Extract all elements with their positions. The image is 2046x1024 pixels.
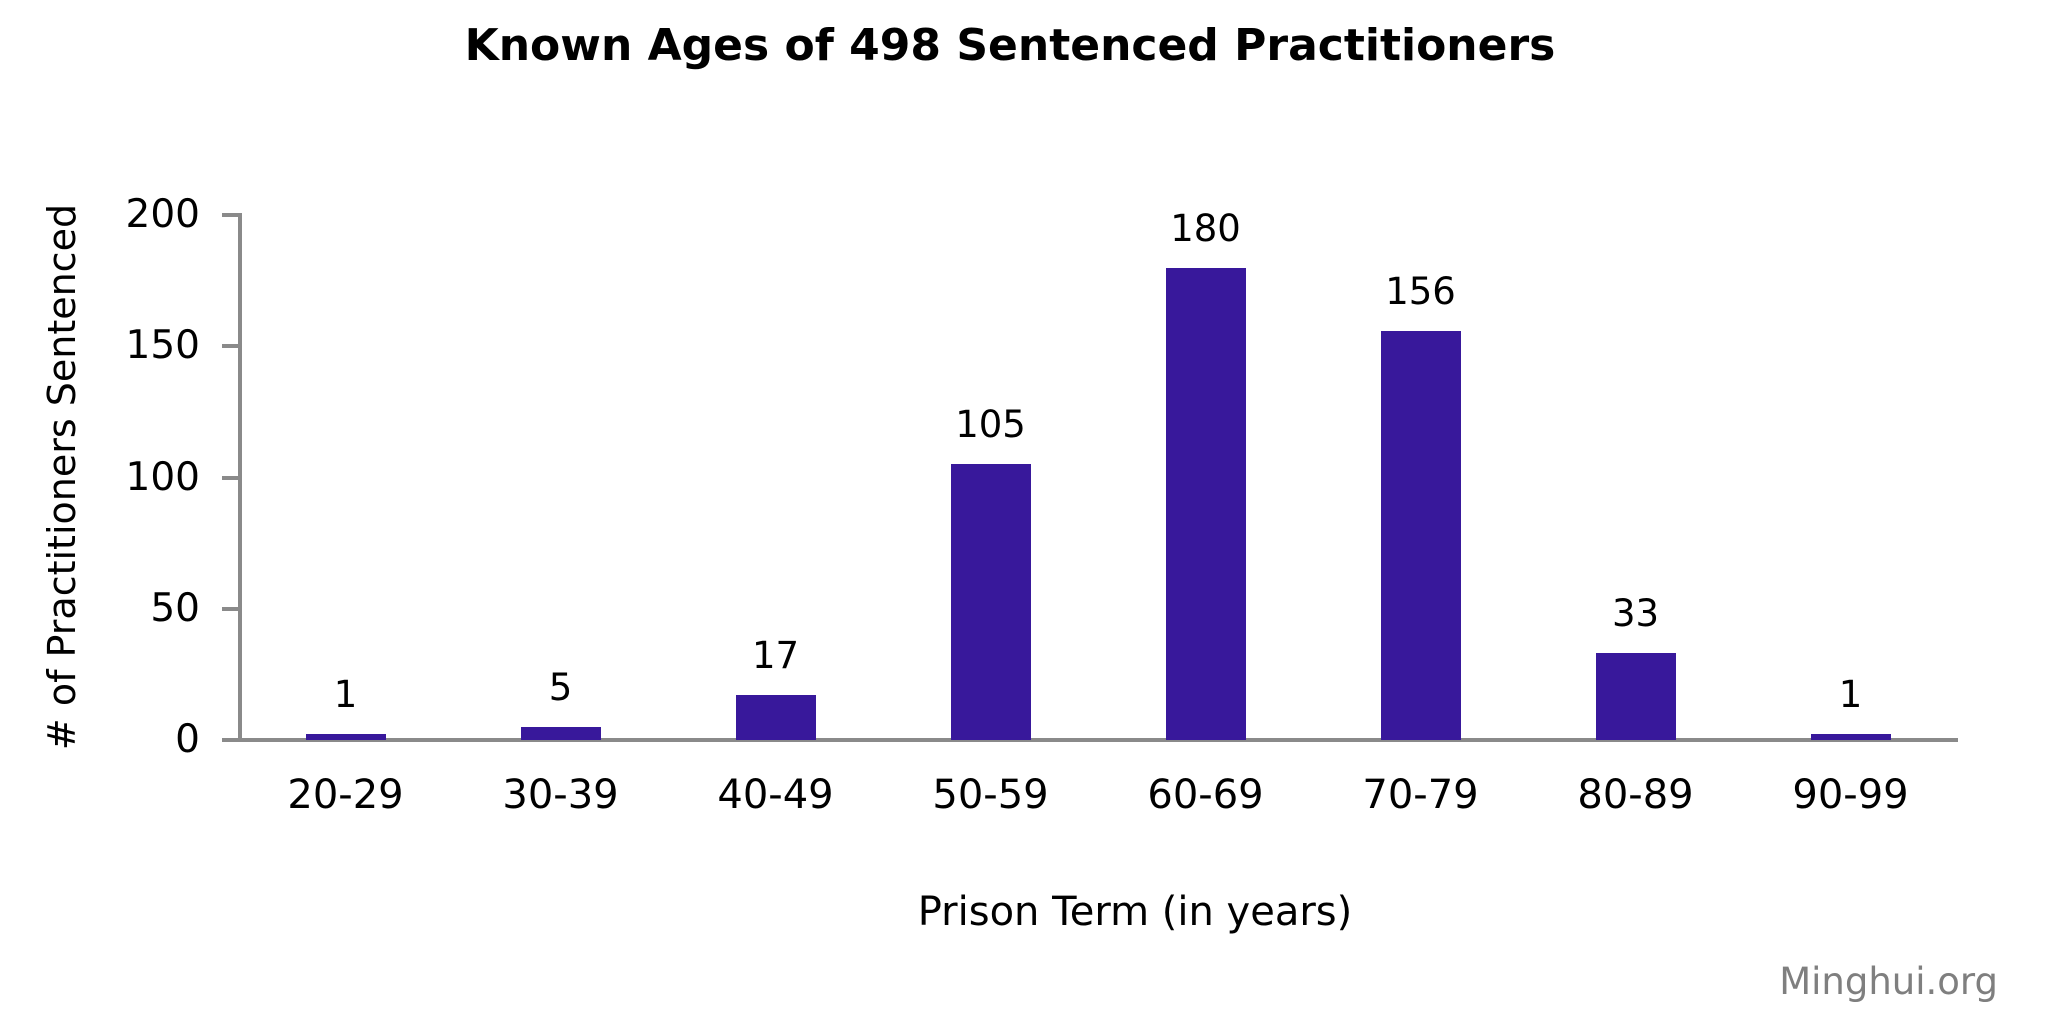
x-axis-line <box>222 738 1958 742</box>
bar <box>735 695 816 740</box>
y-tick-mark <box>222 213 238 217</box>
y-tick-mark <box>222 344 238 349</box>
x-tick-label: 50-59 <box>932 772 1049 818</box>
y-axis-line <box>238 213 242 742</box>
bar <box>950 464 1031 740</box>
y-tick-label: 50 <box>150 585 200 631</box>
y-tick-mark <box>222 475 238 480</box>
x-axis-title: Prison Term (in years) <box>917 889 1353 935</box>
bar-value-label: 156 <box>1385 269 1456 313</box>
bar <box>1165 267 1246 740</box>
x-tick-label: 70-79 <box>1362 772 1479 818</box>
bar-value-label: 105 <box>955 403 1026 447</box>
bar <box>1380 330 1461 740</box>
bar <box>520 726 601 740</box>
bar <box>1595 653 1676 740</box>
x-tick-label: 20-29 <box>287 772 404 818</box>
x-tick-label: 30-39 <box>502 772 619 818</box>
bar <box>1810 734 1891 740</box>
bar-value-label: 17 <box>751 634 800 678</box>
x-tick-label: 90-99 <box>1792 772 1909 818</box>
x-tick-label: 40-49 <box>717 772 834 818</box>
bar-value-label: 5 <box>548 665 573 709</box>
y-tick-label: 100 <box>125 454 200 500</box>
bar <box>305 734 386 740</box>
y-tick-mark <box>222 606 238 611</box>
y-tick-label: 200 <box>125 192 200 237</box>
bar-value-label: 1 <box>333 673 358 716</box>
y-tick-label: 150 <box>125 323 200 369</box>
bar-value-label: 1 <box>1838 673 1863 716</box>
x-tick-label: 80-89 <box>1577 772 1694 818</box>
x-tick-label: 60-69 <box>1147 772 1264 818</box>
watermark-text: Minghui.org <box>1779 960 1998 1003</box>
bar-value-label: 180 <box>1170 206 1241 250</box>
bar-value-label: 33 <box>1611 592 1660 636</box>
y-tick-label: 0 <box>175 717 200 762</box>
chart-title: Known Ages of 498 Sentenced Practitioner… <box>464 20 1556 71</box>
